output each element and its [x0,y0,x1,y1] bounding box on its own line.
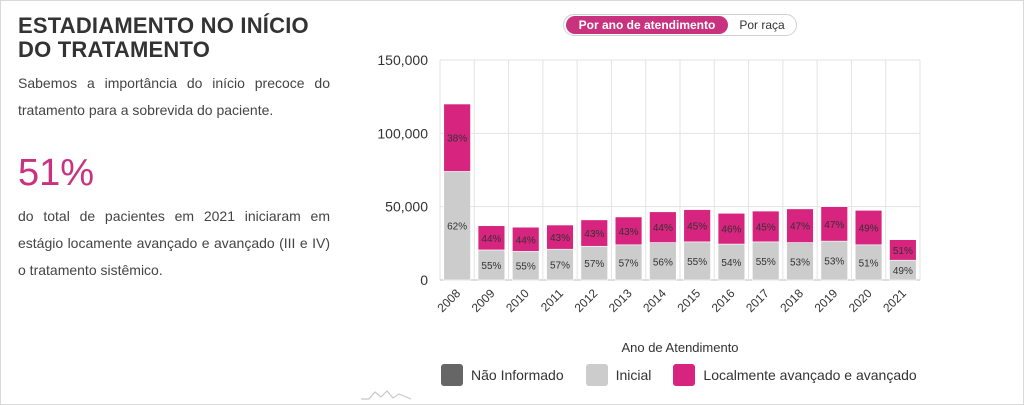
chart-grid [439,59,921,281]
x-tick-label: 2018 [777,286,806,315]
bar-data-label: 44% [481,234,501,245]
bar-data-label: 47% [824,220,844,231]
bar-segment[interactable] [649,211,677,243]
x-tick-label: 2012 [572,286,601,315]
bar-data-label: 47% [790,222,810,233]
bar-data-label: 45% [687,222,707,233]
bar-data-label: 43% [584,229,604,240]
bar-data-label: 57% [550,261,570,272]
bar-segment[interactable] [477,225,506,251]
y-tick-label: 0 [420,272,428,288]
bar-data-label: 57% [584,259,604,270]
highlight-text: do total de pacientes em 2021 iniciaram … [18,208,330,278]
x-tick-label: 2014 [640,286,669,315]
chart-bars: 62% 38% 55% 44% 55% 44% 57% 43% 57% 43% 57% 43% 56% 4… [443,103,917,281]
bar-data-label: 55% [516,262,536,273]
legend-item-nao-informado[interactable]: Não Informado [441,364,564,386]
y-tick-label: 100,000 [377,125,428,141]
bar-data-label: 49% [859,224,879,235]
bar-data-label: 51% [859,258,879,269]
x-tick-label: 2017 [743,286,772,315]
chart-trend-icon [361,390,411,400]
bar-segment[interactable] [580,219,608,247]
x-tick-label: 2016 [709,286,738,315]
legend-label-nao-informado: Não Informado [471,367,564,383]
y-axis-ticks: 0 50,000 100,000 150,000 [377,52,428,288]
bar-data-label: 38% [447,134,467,145]
bar-segment[interactable] [752,241,780,281]
toggle-por-ano[interactable]: Por ano de atendimento [566,16,728,34]
bar-segment[interactable] [820,240,848,281]
bar-segment[interactable] [786,242,814,281]
bar-data-label: 49% [893,266,913,277]
x-tick-label: 2010 [503,286,532,315]
bar-segment[interactable] [546,224,574,250]
bar-segment[interactable] [512,251,540,281]
bar-segment[interactable] [580,245,608,281]
x-tick-label: 2020 [846,286,875,315]
x-axis-title: Ano de Atendimento [621,340,738,355]
page-title: ESTADIAMENTO NO INÍCIO DO TRATAMENTO [18,13,309,62]
legend-label-inicial: Inicial [615,367,652,383]
bar-segment[interactable] [683,241,711,281]
bar-data-label: 43% [550,233,570,244]
x-tick-label: 2008 [434,286,463,315]
bar-data-label: 55% [481,261,501,272]
bar-data-label: 53% [824,257,844,268]
stacked-bar-chart: 62% 38% 55% 44% 55% 44% 57% 43% 57% 43% 57% 43% 56% 4… [377,52,921,355]
bar-segment[interactable] [614,244,643,281]
bar-data-label: 44% [516,235,536,246]
bar-segment[interactable] [443,103,471,172]
legend-label-avancado: Localmente avançado e avançado [703,367,917,383]
bar-data-label: 44% [653,223,673,234]
description-text: Sabemos a importância do início precoce … [18,75,330,118]
bar-segment[interactable] [854,210,883,246]
x-tick-label: 2009 [469,286,498,315]
bar-segment[interactable] [717,243,746,281]
y-tick-label: 150,000 [377,52,428,68]
bar-segment[interactable] [649,242,677,281]
bar-data-label: 54% [721,258,741,269]
highlight-value: 51% [18,152,95,194]
bar-segment[interactable] [443,171,471,281]
bar-segment[interactable] [786,208,814,243]
x-tick-label: 2011 [538,286,566,314]
bar-data-label: 51% [893,246,913,257]
bar-segment[interactable] [717,212,746,245]
legend-item-avancado[interactable]: Localmente avançado e avançado [673,364,917,386]
legend-swatch-avancado [673,364,696,386]
bar-data-label: 43% [619,227,639,238]
view-toggle: Por ano de atendimento Por raça [563,14,797,36]
bar-segment[interactable] [614,216,643,246]
bar-data-label: 56% [653,257,673,268]
legend-item-inicial[interactable]: Inicial [585,364,652,386]
x-tick-label: 2019 [812,286,841,315]
bar-data-label: 46% [721,225,741,236]
bar-segment[interactable] [512,226,540,252]
chart-legend: Não Informado Inicial Localmente avançad… [441,364,939,386]
bar-segment[interactable] [820,206,848,242]
bar-data-label: 45% [756,222,776,233]
x-axis-ticks: 2008 2009 2010 2011 2012 2013 2014 2015 2016 2017… [434,286,909,315]
info-panel: ESTADIAMENTO NO INÍCIO DO TRATAMENTO Sab… [18,14,330,284]
x-tick-label: 2015 [674,286,703,315]
x-tick-label: 2013 [606,286,635,315]
bar-segment[interactable] [889,239,917,261]
legend-swatch-inicial [585,364,608,386]
y-tick-label: 50,000 [385,199,428,215]
bar-data-label: 57% [619,258,639,269]
bar-segment[interactable] [752,210,780,243]
x-tick-label: 2021 [880,286,909,315]
bar-data-label: 62% [447,222,467,233]
bar-segment[interactable] [683,209,711,243]
legend-swatch-nao-informado [441,364,463,386]
toggle-por-raca[interactable]: Por raça [739,18,785,32]
bar-segment[interactable] [854,244,883,281]
bar-data-label: 55% [687,257,707,268]
bar-data-label: 53% [790,257,810,268]
bar-data-label: 55% [756,257,776,268]
